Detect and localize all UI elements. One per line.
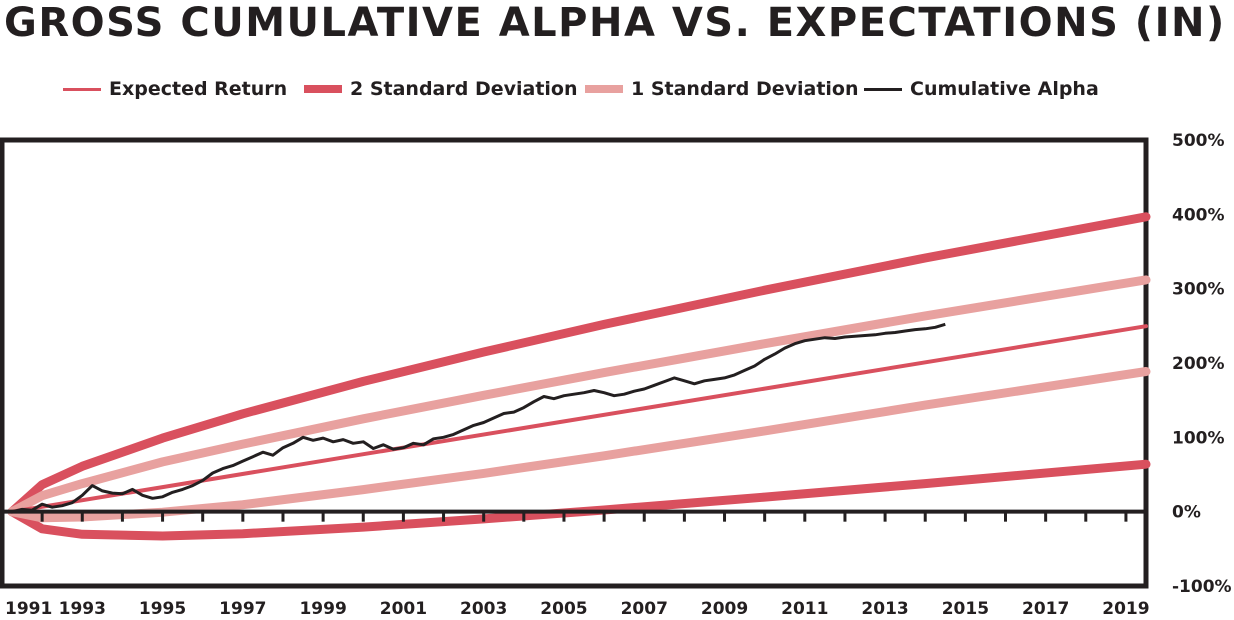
x-tick-label: 2001 <box>380 599 427 619</box>
cumulative-alpha-layer <box>11 322 946 514</box>
chart-legend: Expected Return 2 Standard Deviation 1 S… <box>0 76 1234 102</box>
two-standard-deviation-bands <box>7 212 1151 541</box>
2sd-upper-band-line <box>7 212 1151 517</box>
axis-layer <box>2 509 1146 522</box>
x-tick-label: 1995 <box>139 599 186 619</box>
x-tick-label: 1991 <box>5 599 52 619</box>
legend-swatch-expected-return <box>63 87 101 91</box>
legend-swatch-1-standard-deviation <box>585 85 623 93</box>
legend-swatch-2-standard-deviation <box>304 85 342 93</box>
legend-swatch-cumulative-alpha <box>864 87 902 91</box>
one-standard-deviation-bands <box>7 275 1151 523</box>
legend-item-cumulative-alpha: Cumulative Alpha <box>864 76 1099 102</box>
y-axis-tick-labels: 500% 400% 300% 200% 100% 0% -100% <box>1172 131 1232 597</box>
expected-return-line <box>10 324 1148 514</box>
plot-area-frame <box>0 137 1149 589</box>
y-tick-label: 200% <box>1172 354 1225 374</box>
x-tick-label: 2011 <box>781 599 828 619</box>
x-axis-tick-labels: 1991 1993 1995 1997 1999 2001 2003 2005 2007 2009… <box>5 599 1150 619</box>
x-tick-label: 2019 <box>1102 599 1149 619</box>
x-tick-label: 2017 <box>1022 599 1069 619</box>
legend-label-cumulative-alpha: Cumulative Alpha <box>910 78 1099 100</box>
y-tick-label: 500% <box>1172 131 1225 151</box>
legend-label-2-standard-deviation: 2 Standard Deviation <box>350 78 578 100</box>
cumulative-alpha-line <box>11 322 946 514</box>
x-tick-label: 1993 <box>59 599 106 619</box>
x-tick-label: 2005 <box>540 599 587 619</box>
x-tick-label: 2009 <box>701 599 748 619</box>
y-tick-label: 100% <box>1172 428 1225 448</box>
x-tick-label: 1997 <box>219 599 266 619</box>
2sd-lower-band-line <box>7 459 1151 541</box>
y-tick-label: 0% <box>1172 503 1201 523</box>
x-tick-label: 2003 <box>460 599 507 619</box>
legend-item-2-standard-deviation: 2 Standard Deviation <box>304 76 578 102</box>
y-tick-label: 400% <box>1172 205 1225 225</box>
x-tick-label: 2007 <box>621 599 668 619</box>
x-tick-label: 1999 <box>299 599 346 619</box>
legend-item-expected-return: Expected Return <box>63 76 287 102</box>
y-tick-label: 300% <box>1172 280 1225 300</box>
1sd-lower-band-line <box>7 367 1151 523</box>
x-tick-label: 2013 <box>861 599 908 619</box>
chart-title: GROSS CUMULATIVE ALPHA VS. EXPECTATIONS … <box>4 0 1226 46</box>
y-tick-label: -100% <box>1172 577 1232 597</box>
x-tick-label: 2015 <box>942 599 989 619</box>
expected-return-layer <box>10 324 1148 514</box>
legend-label-expected-return: Expected Return <box>109 78 288 100</box>
legend-label-1-standard-deviation: 1 Standard Deviation <box>631 78 859 100</box>
1sd-upper-band-line <box>7 275 1151 517</box>
legend-item-1-standard-deviation: 1 Standard Deviation <box>585 76 859 102</box>
